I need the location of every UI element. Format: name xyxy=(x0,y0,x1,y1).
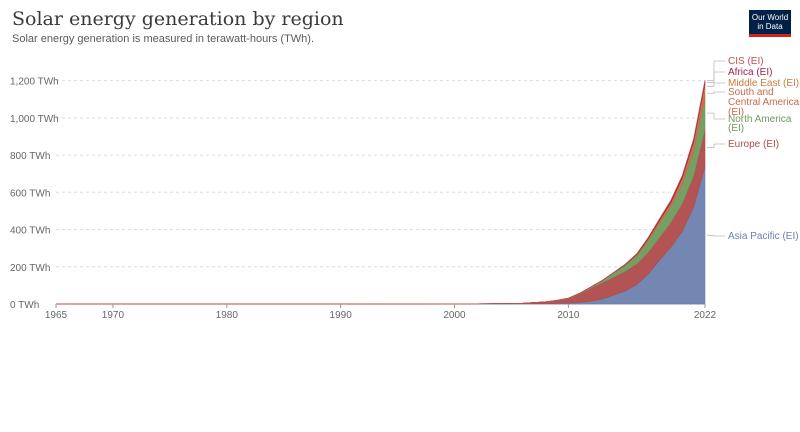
legend-connector xyxy=(707,112,725,120)
area-north-america-ei xyxy=(56,97,706,305)
legend-connector xyxy=(707,234,725,237)
legend-label: Asia Pacific (EI) xyxy=(728,231,799,242)
x-tick-label: 1970 xyxy=(102,310,125,321)
y-tick-label: 1,200 TWh xyxy=(10,77,59,88)
y-tick-label: 600 TWh xyxy=(10,188,50,199)
y-tick-label: 0 TWh xyxy=(10,300,39,311)
x-tick-label: 2010 xyxy=(557,310,580,321)
x-tick-label: 1965 xyxy=(45,310,68,321)
legend-label: Middle East (EI) xyxy=(728,78,799,89)
y-tick-label: 200 TWh xyxy=(10,263,50,274)
x-tick-label: 1980 xyxy=(216,310,239,321)
x-tick-label: 2000 xyxy=(443,310,466,321)
area-middle-east-ei xyxy=(56,83,706,305)
legend-label: Europe (EI) xyxy=(728,139,779,150)
chart-title: Solar energy generation by region xyxy=(12,8,344,30)
area-cis-ei xyxy=(56,80,706,305)
chart-subtitle: Solar energy generation is measured in t… xyxy=(12,33,315,45)
legend-label: Africa (EI) xyxy=(728,67,772,78)
legend-label: North America xyxy=(728,114,792,125)
x-tick-label: 1990 xyxy=(330,310,353,321)
logo-line-1: Our World xyxy=(751,13,789,22)
owid-logo[interactable]: Our World in Data xyxy=(749,10,791,37)
legend-label: CIS (EI) xyxy=(728,56,764,67)
legend-label: (EI) xyxy=(728,123,744,134)
x-tick-label: 2022 xyxy=(694,310,717,321)
area-south-and-central-america-ei xyxy=(56,88,706,305)
y-tick-label: 400 TWh xyxy=(10,226,50,237)
legend-label: South and xyxy=(728,87,774,98)
legend-connector xyxy=(707,143,725,148)
y-tick-label: 1,000 TWh xyxy=(10,114,59,125)
legend-connector xyxy=(707,91,725,94)
legend-connector xyxy=(707,82,725,87)
legend-connector xyxy=(707,60,725,81)
y-tick-label: 800 TWh xyxy=(10,151,50,162)
legend-label: Central America xyxy=(728,97,800,108)
legend-label: (EI) xyxy=(728,107,744,118)
logo-line-2: in Data xyxy=(757,22,783,31)
